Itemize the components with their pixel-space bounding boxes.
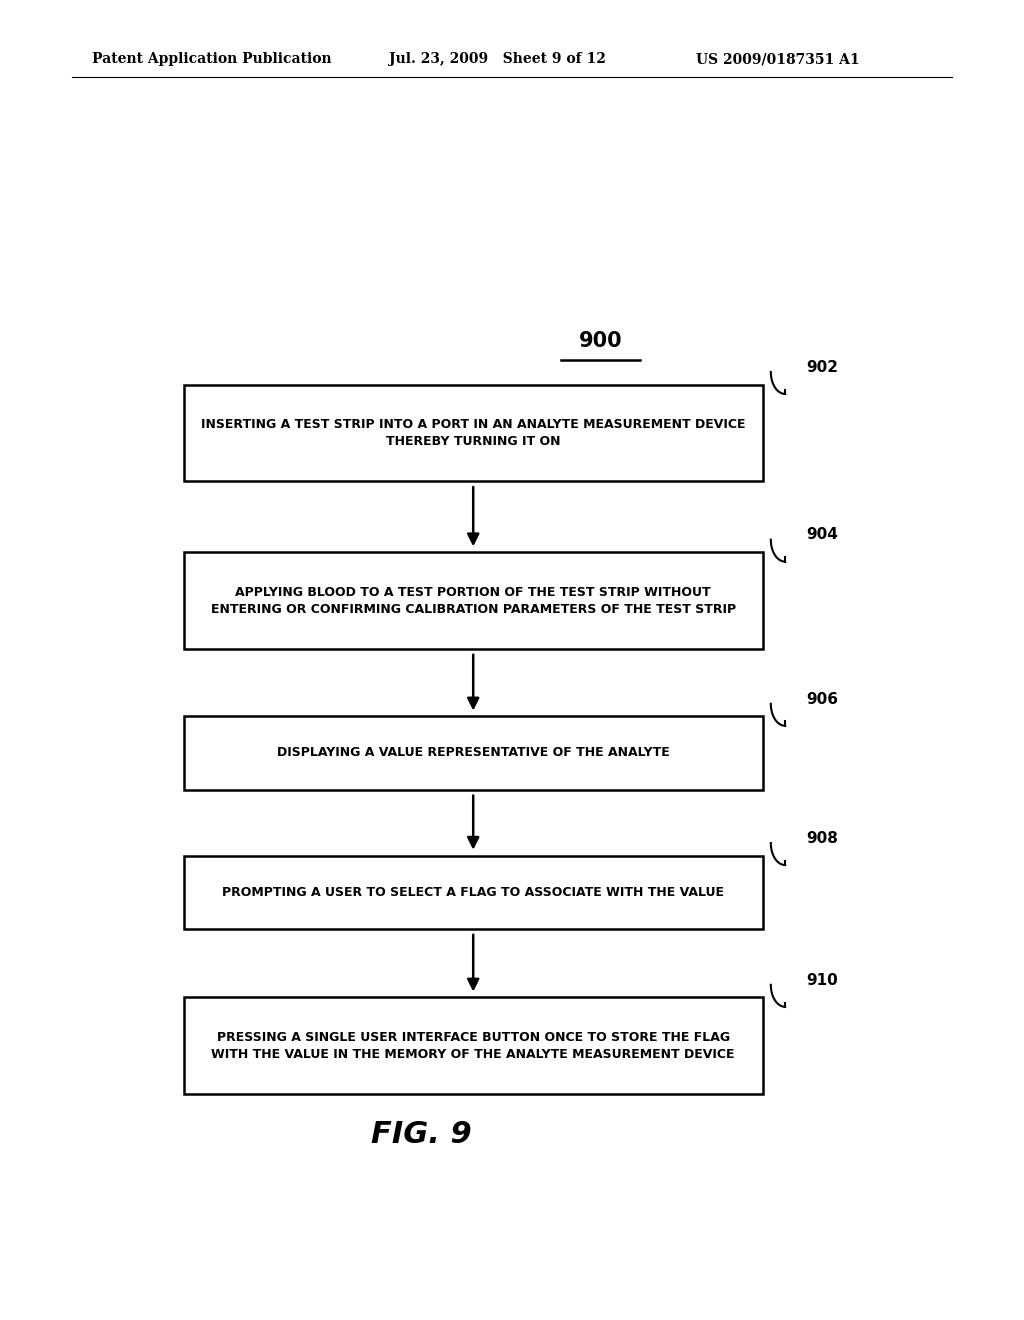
Text: FIG. 9: FIG. 9 bbox=[372, 1119, 472, 1148]
Text: APPLYING BLOOD TO A TEST PORTION OF THE TEST STRIP WITHOUT
ENTERING OR CONFIRMIN: APPLYING BLOOD TO A TEST PORTION OF THE … bbox=[211, 586, 736, 615]
Text: 900: 900 bbox=[579, 331, 622, 351]
Text: 906: 906 bbox=[807, 692, 839, 706]
Text: 908: 908 bbox=[807, 830, 839, 846]
Text: 910: 910 bbox=[807, 973, 839, 987]
Bar bbox=[183, 384, 763, 480]
Bar bbox=[183, 717, 763, 789]
Text: PROMPTING A USER TO SELECT A FLAG TO ASSOCIATE WITH THE VALUE: PROMPTING A USER TO SELECT A FLAG TO ASS… bbox=[222, 886, 724, 899]
Text: PRESSING A SINGLE USER INTERFACE BUTTON ONCE TO STORE THE FLAG
WITH THE VALUE IN: PRESSING A SINGLE USER INTERFACE BUTTON … bbox=[212, 1031, 735, 1061]
Text: Patent Application Publication: Patent Application Publication bbox=[92, 53, 332, 66]
Text: DISPLAYING A VALUE REPRESENTATIVE OF THE ANALYTE: DISPLAYING A VALUE REPRESENTATIVE OF THE… bbox=[276, 747, 670, 759]
Bar bbox=[183, 855, 763, 929]
Bar bbox=[183, 998, 763, 1094]
Text: INSERTING A TEST STRIP INTO A PORT IN AN ANALYTE MEASUREMENT DEVICE
THEREBY TURN: INSERTING A TEST STRIP INTO A PORT IN AN… bbox=[201, 418, 745, 447]
Bar bbox=[183, 552, 763, 649]
Text: 904: 904 bbox=[807, 528, 839, 543]
Text: Jul. 23, 2009   Sheet 9 of 12: Jul. 23, 2009 Sheet 9 of 12 bbox=[389, 53, 606, 66]
Text: 902: 902 bbox=[807, 360, 839, 375]
Text: US 2009/0187351 A1: US 2009/0187351 A1 bbox=[696, 53, 860, 66]
